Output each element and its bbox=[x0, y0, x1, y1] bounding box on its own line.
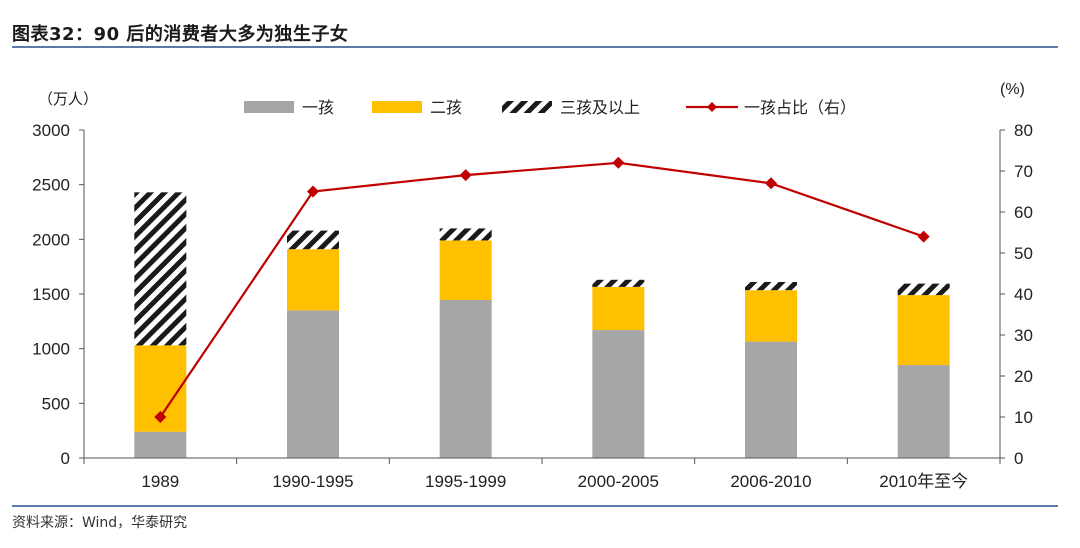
legend-swatch bbox=[244, 101, 294, 113]
bar-three-plus-3 bbox=[592, 279, 645, 287]
left-tick-label: 3000 bbox=[32, 121, 70, 140]
legend-swatch bbox=[502, 101, 552, 113]
bar-one-child-1 bbox=[287, 310, 339, 458]
bar-one-child-2 bbox=[439, 300, 492, 458]
right-axis-unit-label: (%) bbox=[1000, 81, 1025, 98]
ratio-marker-1 bbox=[307, 185, 319, 198]
source-note: 资料来源：Wind，华泰研究 bbox=[12, 515, 188, 531]
x-tick-label: 1995-1999 bbox=[425, 472, 506, 491]
bar-two-children-3 bbox=[592, 286, 645, 331]
legend-label: 三孩及以上 bbox=[560, 99, 640, 117]
right-tick-label: 10 bbox=[1014, 408, 1033, 427]
bar-one-child-5 bbox=[897, 365, 950, 458]
bar-one-child-4 bbox=[745, 341, 797, 458]
x-tick-label: 2010年至今 bbox=[879, 472, 968, 491]
left-tick-label: 1500 bbox=[32, 285, 70, 304]
left-tick-label: 2000 bbox=[32, 230, 70, 249]
figure-title: 图表32：90 后的消费者大多为独生子女 bbox=[12, 24, 349, 45]
bar-two-children-5 bbox=[897, 295, 950, 366]
one-child-ratio-line bbox=[159, 161, 925, 418]
left-tick-label: 1000 bbox=[32, 340, 70, 359]
title-rule bbox=[12, 46, 1058, 48]
right-tick-label: 20 bbox=[1014, 367, 1033, 386]
bar-three-plus-5 bbox=[897, 283, 950, 296]
source-rule bbox=[12, 505, 1058, 507]
chart-legend: 一孩 二孩 三孩及以上 一孩占比（右） bbox=[244, 99, 856, 117]
legend-label: 一孩占比（右） bbox=[744, 99, 856, 117]
bar-two-children-4 bbox=[745, 290, 797, 342]
bar-three-plus-0 bbox=[134, 192, 187, 346]
right-tick-label: 50 bbox=[1014, 244, 1033, 263]
left-tick-label: 500 bbox=[42, 394, 70, 413]
legend-label: 二孩 bbox=[430, 99, 462, 117]
legend-item-0: 一孩 bbox=[244, 99, 334, 117]
legend-item-2: 三孩及以上 bbox=[502, 99, 640, 117]
ratio-marker-2 bbox=[459, 169, 472, 182]
right-tick-label: 30 bbox=[1014, 326, 1033, 345]
left-axis-unit-label: （万人） bbox=[38, 91, 98, 108]
left-tick-label: 2500 bbox=[32, 176, 70, 195]
right-tick-label: 60 bbox=[1014, 203, 1033, 222]
x-tick-label: 2000-2005 bbox=[578, 472, 659, 491]
bar-one-child-3 bbox=[592, 330, 645, 458]
ratio-marker-3 bbox=[612, 156, 625, 169]
legend-item-1: 二孩 bbox=[372, 99, 462, 117]
legend-item-3: 一孩占比（右） bbox=[686, 99, 856, 117]
bar-two-children-2 bbox=[439, 240, 492, 301]
left-tick-label: 0 bbox=[61, 449, 70, 468]
bar-three-plus-1 bbox=[287, 230, 339, 250]
right-tick-label: 0 bbox=[1014, 449, 1023, 468]
bar-one-child-0 bbox=[134, 431, 187, 458]
x-tick-label: 1989 bbox=[141, 472, 179, 491]
ratio-marker-0 bbox=[154, 411, 167, 423]
legend-swatch-marker bbox=[707, 102, 717, 112]
legend-label: 一孩 bbox=[302, 99, 334, 117]
bar-three-plus-4 bbox=[745, 281, 797, 291]
x-tick-label: 2006-2010 bbox=[730, 472, 811, 491]
right-tick-label: 80 bbox=[1014, 121, 1033, 140]
ratio-marker-4 bbox=[765, 177, 777, 190]
right-tick-label: 40 bbox=[1014, 285, 1033, 304]
right-tick-label: 70 bbox=[1014, 162, 1033, 181]
legend-swatch bbox=[372, 101, 422, 113]
bar-three-plus-2 bbox=[439, 228, 492, 241]
bar-two-children-1 bbox=[287, 249, 339, 311]
ratio-marker-5 bbox=[917, 230, 930, 243]
x-tick-label: 1990-1995 bbox=[272, 472, 353, 491]
